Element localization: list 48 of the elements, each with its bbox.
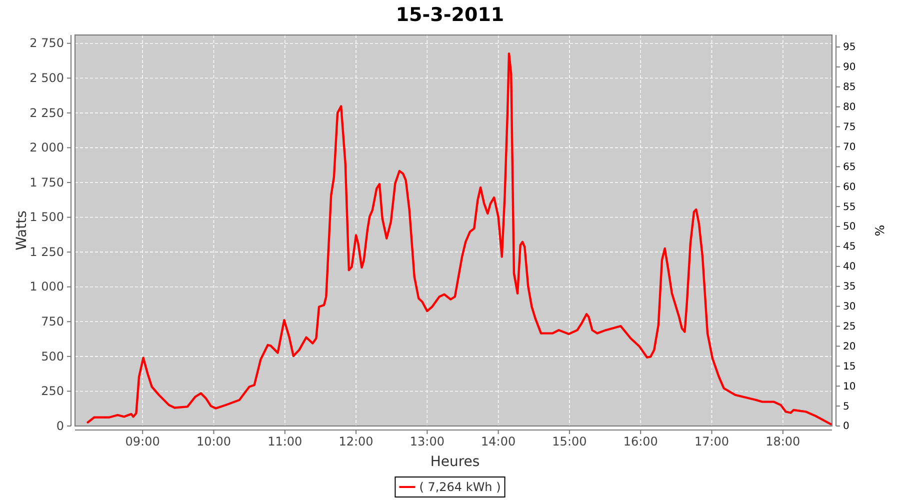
x-tick-label: 14:00 bbox=[481, 434, 516, 449]
y-tick-label: 250 bbox=[41, 384, 64, 398]
y2-tick-label: 40 bbox=[843, 262, 856, 273]
x-tick-label: 10:00 bbox=[196, 434, 232, 449]
x-tick-label: 09:00 bbox=[125, 434, 160, 449]
y2-tick-label: 10 bbox=[843, 381, 856, 392]
y2-tick-label: 85 bbox=[843, 82, 856, 94]
y-axis-title: Watts bbox=[14, 210, 30, 250]
y-tick-label: 1 000 bbox=[30, 280, 64, 294]
y-tick-label: 500 bbox=[41, 349, 64, 364]
y2-tick-label: 35 bbox=[843, 282, 856, 293]
y-tick-label: 1 750 bbox=[30, 175, 64, 190]
y2-tick-label: 70 bbox=[843, 142, 856, 153]
y2-tick-label: 15 bbox=[843, 361, 856, 372]
y-tick-label: 0 bbox=[56, 418, 64, 433]
y2-tick-label: 65 bbox=[843, 162, 856, 173]
x-tick-label: 12:00 bbox=[338, 434, 374, 449]
y2-tick-label: 0 bbox=[843, 421, 850, 432]
x-tick-label: 17:00 bbox=[694, 434, 730, 449]
x-tick-label: 16:00 bbox=[623, 434, 658, 449]
y2-tick-label: 20 bbox=[843, 341, 856, 352]
y2-tick-label: 60 bbox=[843, 182, 856, 193]
y2-tick-label: 95 bbox=[843, 42, 856, 54]
y2-tick-label: 80 bbox=[843, 102, 856, 114]
y-tick-label: 750 bbox=[41, 314, 64, 328]
x-tick-label: 15:00 bbox=[552, 434, 587, 449]
x-tick-label: 11:00 bbox=[268, 434, 302, 449]
x-axis-title: Heures bbox=[430, 454, 480, 470]
x-tick-label: 13:00 bbox=[410, 434, 444, 449]
y-tick-label: 1 500 bbox=[30, 210, 64, 224]
x-tick-label: 18:00 bbox=[766, 434, 800, 449]
y2-tick-label: 5 bbox=[843, 401, 850, 412]
y2-tick-label: 55 bbox=[843, 202, 856, 213]
chart-title: 15-3-2011 bbox=[396, 4, 504, 26]
y-tick-label: 2 500 bbox=[30, 70, 64, 85]
line-series bbox=[86, 52, 832, 426]
y2-tick-label: 50 bbox=[843, 222, 856, 233]
y2-tick-label: 45 bbox=[843, 242, 856, 253]
y-tick-label: 2 750 bbox=[30, 36, 64, 50]
y2-tick-label: 75 bbox=[843, 122, 856, 133]
y2-tick-label: 30 bbox=[843, 302, 856, 313]
y-tick-label: 2 000 bbox=[30, 140, 64, 155]
y2-tick-label: 90 bbox=[843, 62, 856, 74]
y2-axis-title: % bbox=[873, 224, 887, 236]
y2-tick-label: 25 bbox=[843, 321, 856, 332]
legend-label: ( 7,264 kWh ) bbox=[419, 480, 501, 494]
y-tick-label: 2 250 bbox=[30, 106, 64, 120]
y-tick-label: 1 250 bbox=[30, 244, 64, 259]
